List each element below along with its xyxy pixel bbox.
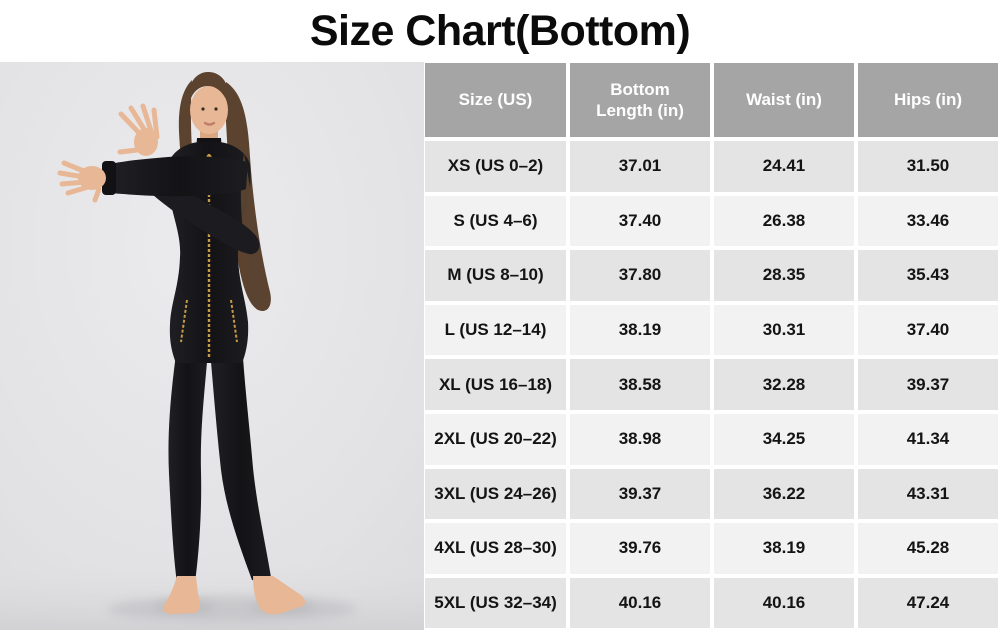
measurement-cell: 40.16 [570, 577, 710, 629]
measurement-cell: 28.35 [714, 250, 854, 301]
size-label-cell: XL (US 16–18) [425, 359, 566, 410]
measurement-cell: 39.76 [570, 523, 710, 574]
model-extended-arm-sleeve [110, 156, 248, 197]
measurement-cell: 32.28 [714, 359, 854, 410]
measurement-cell: 30.31 [714, 304, 854, 356]
measurement-cell: 31.50 [858, 141, 998, 192]
size-label-cell: 4XL (US 28–30) [425, 523, 566, 574]
measurement-cell: 40.16 [714, 577, 854, 629]
measurement-cell: 37.40 [570, 195, 710, 247]
page-title: Size Chart(Bottom) [309, 7, 691, 55]
measurement-cell: 39.37 [570, 468, 710, 520]
left-pocket-zipper [180, 299, 188, 343]
measurement-cell: 39.37 [858, 359, 998, 410]
measurement-cell: 43.31 [858, 468, 998, 520]
floor-shadow [107, 596, 357, 622]
model-leggings [168, 354, 272, 583]
measurement-cell: 34.25 [714, 413, 854, 465]
measurement-cell: 37.80 [570, 250, 710, 301]
size-label-cell: M (US 8–10) [425, 250, 566, 301]
measurement-cell: 38.19 [714, 523, 854, 574]
model-feet [162, 576, 306, 615]
measurement-cell: 38.19 [570, 304, 710, 356]
model-hair-front-strand [240, 154, 266, 309]
model-extended-hand [57, 160, 106, 203]
model-illustration [0, 62, 424, 630]
size-label-cell: 2XL (US 20–22) [425, 413, 566, 465]
thumbhole-cuff [102, 161, 116, 195]
measurement-cell: 47.24 [858, 577, 998, 629]
measurement-cell: 24.41 [714, 141, 854, 192]
column-header: Hips (in) [858, 63, 998, 137]
size-label-cell: 3XL (US 24–26) [425, 468, 566, 520]
measurement-cell: 41.34 [858, 413, 998, 465]
product-photo [0, 62, 424, 630]
measurement-cell: 38.98 [570, 413, 710, 465]
measurement-cell: 45.28 [858, 523, 998, 574]
measurement-cell: 37.01 [570, 141, 710, 192]
size-label-cell: L (US 12–14) [425, 304, 566, 356]
measurement-cell: 36.22 [714, 468, 854, 520]
measurement-cell: 35.43 [858, 250, 998, 301]
measurement-cell: 33.46 [858, 195, 998, 247]
column-header: Size (US) [425, 63, 566, 137]
column-header: Waist (in) [714, 63, 854, 137]
size-label-cell: XS (US 0–2) [425, 141, 566, 192]
column-header: Bottom Length (in) [570, 63, 710, 137]
measurement-cell: 38.58 [570, 359, 710, 410]
right-pocket-zipper [230, 299, 238, 343]
size-label-cell: S (US 4–6) [425, 195, 566, 247]
measurement-cell: 37.40 [858, 304, 998, 356]
size-table: Size (US) Bottom Length (in) Waist (in) Hip… [425, 63, 998, 629]
model-raised-hand [117, 103, 160, 156]
measurement-cell: 26.38 [714, 195, 854, 247]
size-label-cell: 5XL (US 32–34) [425, 577, 566, 629]
